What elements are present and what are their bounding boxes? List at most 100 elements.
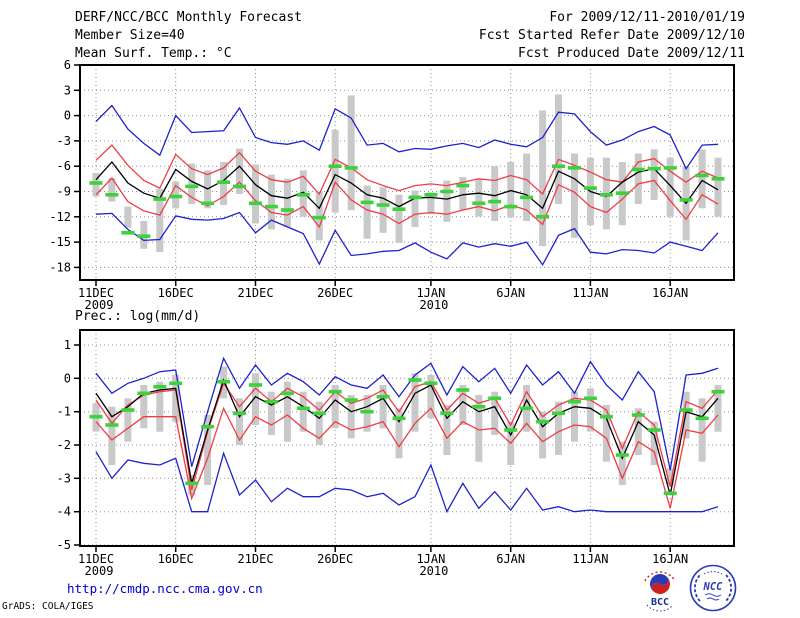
obs-dash: [647, 428, 661, 432]
obs-dash: [185, 184, 199, 189]
obs-dash: [201, 201, 215, 206]
member-spread-bar: [124, 206, 132, 228]
obs-dash: [392, 207, 406, 211]
obs-dash: [280, 208, 294, 212]
obs-dash: [249, 383, 262, 387]
y-tick-label: 3: [64, 83, 71, 97]
obs-dash: [233, 411, 246, 416]
grads-credit: GrADS: COLA/IGES: [2, 601, 94, 612]
member-spread-bar: [204, 415, 212, 485]
obs-dash: [264, 399, 278, 404]
y-tick-label: 1: [64, 338, 71, 352]
member-spread-bar: [124, 398, 132, 442]
obs-dash: [631, 167, 645, 172]
member-spread-bar: [507, 162, 515, 218]
x-tick-year-label: 2010: [419, 564, 448, 578]
member-spread-bar: [698, 149, 706, 209]
member-spread-bar: [650, 149, 658, 200]
member-spread-bar: [347, 395, 355, 439]
obs-dash: [631, 413, 645, 417]
member-spread-bar: [586, 388, 594, 432]
ensemble-max-line: [95, 104, 719, 171]
x-tick-label: 21DEC: [237, 286, 273, 300]
member-spread-bar: [140, 385, 148, 429]
fcst-start-date: Fcst Started Refer Date 2009/12/10: [478, 28, 745, 43]
app-title: DERF/NCC/BCC Monthly Forecast: [75, 10, 302, 25]
obs-dash: [424, 381, 438, 386]
obs-dash: [568, 166, 581, 170]
obs-dash: [328, 389, 342, 394]
source-url-link[interactable]: http://cmdp.ncc.cma.gov.cn: [67, 581, 263, 596]
member-spread-bar: [539, 110, 547, 247]
member-spread-bar: [539, 411, 547, 459]
obs-dash: [599, 414, 613, 419]
x-tick-year-label: 2010: [419, 298, 448, 312]
member-spread-bar: [299, 391, 307, 432]
obs-dash: [105, 193, 119, 197]
member-spread-bar: [236, 148, 243, 194]
ensemble-mean-plus-spread-line: [95, 380, 719, 491]
obs-dash: [137, 234, 151, 238]
member-spread-bar: [411, 373, 419, 432]
member-spread-bar: [475, 178, 483, 217]
y-tick-label: -4: [57, 505, 71, 519]
member-spread-bar: [571, 153, 578, 238]
obs-dash: [296, 406, 310, 411]
obs-dash: [536, 215, 550, 219]
member-spread-bar: [714, 385, 722, 432]
obs-dash: [153, 384, 167, 389]
obs-dash: [137, 391, 151, 396]
x-tick-label: 16JAN: [652, 552, 688, 566]
obs-dash: [472, 404, 486, 409]
y-tick-label: -1: [57, 405, 71, 419]
panel2-title: Prec.: log(mm/d): [75, 309, 201, 324]
obs-dash: [185, 481, 199, 486]
obs-dash: [695, 173, 709, 178]
member-spread-bar: [236, 398, 243, 445]
ncc-logo-label: NCC: [703, 581, 724, 593]
obs-dash: [376, 394, 390, 399]
fcst-produced-date: Fcst Produced Date 2009/12/11: [518, 46, 745, 61]
obs-dash: [440, 411, 454, 416]
member-spread-bar: [650, 421, 658, 465]
bcc-logo: BCC: [644, 571, 676, 612]
obs-dash: [679, 408, 693, 412]
obs-dash: [169, 381, 183, 386]
obs-dash: [105, 423, 119, 427]
obs-dash: [552, 164, 565, 168]
member-spread-bar: [331, 129, 339, 213]
x-tick-label: 6JAN: [496, 552, 525, 566]
member-spread-bar: [491, 166, 499, 221]
obs-dash: [520, 406, 534, 411]
x-tick-year-label: 2009: [85, 298, 114, 312]
obs-dash: [647, 166, 661, 171]
obs-dash: [89, 414, 103, 419]
obs-dash: [169, 194, 183, 199]
member-spread-bar: [172, 375, 180, 422]
member-spread-bar: [267, 174, 275, 230]
y-tick-label: -3: [57, 471, 71, 485]
obs-dash: [153, 197, 167, 201]
member-spread-bar: [283, 381, 291, 442]
obs-dash: [360, 200, 374, 205]
member-spread-bar: [443, 405, 451, 455]
x-tick-label: 16DEC: [158, 286, 194, 300]
x-tick-label: 21DEC: [237, 552, 273, 566]
member-spread-bar: [363, 185, 371, 239]
member-spread-bar: [618, 441, 626, 485]
member-spread-bar: [427, 192, 435, 215]
member-spread-bar: [555, 401, 562, 455]
y-tick-label: -5: [57, 538, 71, 552]
member-spread-bar: [443, 180, 451, 222]
obs-dash: [615, 191, 629, 195]
obs-dash: [583, 396, 597, 401]
obs-dash: [376, 203, 390, 207]
member-size-label: Member Size=40: [75, 28, 185, 43]
x-tick-label: 16JAN: [652, 286, 688, 300]
x-tick-label: 16DEC: [158, 552, 194, 566]
member-spread-bar: [108, 178, 116, 202]
obs-dash: [217, 180, 231, 184]
obs-dash: [488, 396, 502, 401]
member-spread-bar: [411, 190, 419, 227]
obs-dash: [472, 201, 486, 206]
